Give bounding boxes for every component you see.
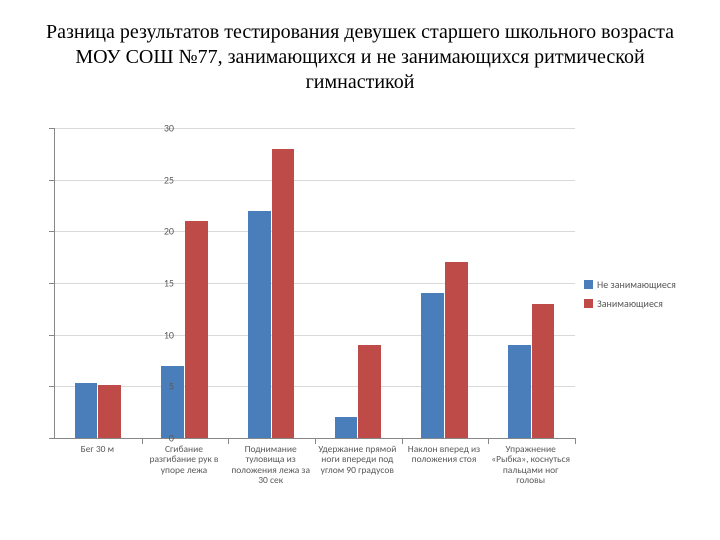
legend-label: Занимающиеся xyxy=(597,297,663,310)
x-tick xyxy=(575,438,576,444)
category-label: Поднимание туловища из положения лежа за… xyxy=(229,444,312,486)
bar xyxy=(445,262,468,438)
bar xyxy=(272,149,295,438)
legend-swatch xyxy=(584,299,593,308)
category-label: Бег 30 м xyxy=(56,444,139,454)
category-label: Удержание прямой ноги впереди под углом … xyxy=(316,444,399,475)
gridline xyxy=(55,283,575,284)
bar xyxy=(185,221,208,438)
category-label: Упражнение «Рыбка», коснуться пальцами н… xyxy=(489,444,572,486)
y-tick-label: 30 xyxy=(148,122,174,135)
y-tick xyxy=(49,335,55,336)
bar-chart: Не занимающиесяЗанимающиеся 051015202530… xyxy=(18,118,702,518)
gridline xyxy=(55,335,575,336)
chart-title: Разница результатов тестирования девушек… xyxy=(40,0,680,95)
category-label: Сгибание разгибание рук в упоре лежа xyxy=(143,444,226,475)
y-tick xyxy=(49,231,55,232)
y-tick xyxy=(49,128,55,129)
bar xyxy=(75,383,98,438)
plot-area xyxy=(54,128,575,439)
legend-swatch xyxy=(584,280,593,289)
y-tick-label: 20 xyxy=(148,225,174,238)
y-tick xyxy=(49,386,55,387)
legend-label: Не занимающиеся xyxy=(597,278,676,291)
y-tick xyxy=(49,283,55,284)
bar xyxy=(532,304,555,438)
y-tick-label: 15 xyxy=(148,277,174,290)
bar xyxy=(161,366,184,438)
gridline xyxy=(55,231,575,232)
bar xyxy=(508,345,531,438)
bar xyxy=(335,417,358,438)
legend-item: Занимающиеся xyxy=(584,297,676,310)
gridline xyxy=(55,180,575,181)
y-tick-label: 25 xyxy=(148,173,174,186)
gridline xyxy=(55,128,575,129)
legend: Не занимающиеся Занимающиеся xyxy=(584,278,676,316)
legend-item: Не занимающиеся xyxy=(584,278,676,291)
category-label: Наклон вперед из положения стоя xyxy=(403,444,486,465)
bar xyxy=(358,345,381,438)
y-tick xyxy=(49,438,55,439)
bar xyxy=(248,211,271,438)
gridline xyxy=(55,386,575,387)
bar xyxy=(98,385,121,438)
y-tick-label: 5 xyxy=(148,380,174,393)
bar xyxy=(421,293,444,438)
y-tick-label: 10 xyxy=(148,328,174,341)
slide-root: Разница результатов тестирования девушек… xyxy=(0,0,720,540)
y-tick xyxy=(49,180,55,181)
